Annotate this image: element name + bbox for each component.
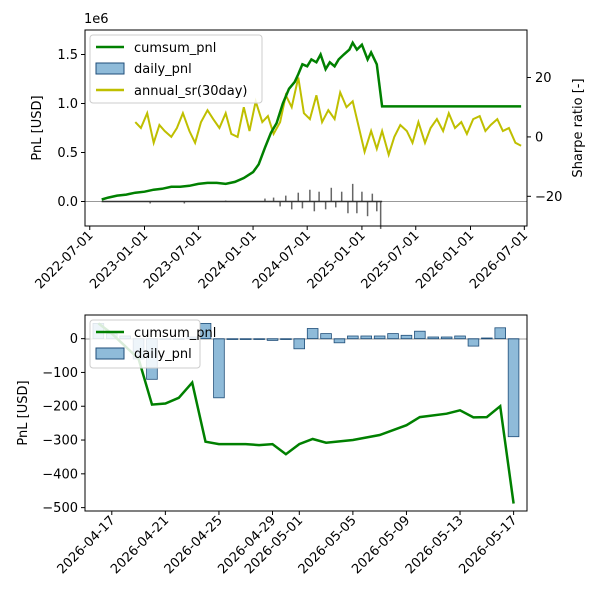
legend-daily-label: daily_pnl (134, 62, 192, 77)
bottom-daily-pnl-bar (454, 335, 466, 340)
legend-sr-label: annual_sr(30day) (134, 84, 247, 99)
bottom-ylabel: PnL [USD] (16, 380, 31, 445)
bottom-daily-pnl-bar (467, 338, 480, 347)
top-plot-frame (84, 29, 528, 227)
top-y-tick-label: 1.5 (57, 48, 78, 63)
bottom-plot-frame (84, 314, 528, 512)
bottom-daily-pnl-bar (494, 327, 506, 339)
bottom-y-tick-label: −100 (42, 366, 78, 381)
bottom-daily-pnl-bar (266, 338, 279, 341)
bottom-y-tick-label: 0 (70, 332, 78, 347)
legend-bottom-daily-label: daily_pnl (134, 347, 192, 362)
bottom-daily-pnl-bar (481, 337, 493, 340)
legend-bottom-cumsum-label: cumsum_pnl (134, 326, 216, 341)
bottom-daily-pnl-bar (293, 338, 305, 350)
legend-cumsum-label: cumsum_pnl (134, 41, 216, 56)
bottom-daily-pnl-bar (427, 336, 439, 340)
top-daily-pnl-bars (101, 183, 383, 229)
top-y2-ticks: −20 0 20 (527, 71, 562, 205)
bottom-daily-pnl-bar (440, 336, 453, 340)
bottom-y-tick-label: −500 (42, 501, 78, 516)
top-y2-tick-label: 0 (535, 130, 543, 145)
bottom-daily-pnl-bar (320, 333, 332, 340)
top-y-ticks: 0.0 0.5 1.0 1.5 (57, 48, 85, 210)
top-sharpe-ratio-line (134, 77, 522, 159)
bottom-cumsum-pnl-line (97, 322, 515, 504)
bottom-daily-pnl-bar (507, 338, 520, 438)
bottom-daily-pnl-bar (414, 330, 426, 340)
bottom-daily-pnl-bar (306, 328, 319, 340)
bottom-daily-pnl-bar (213, 338, 225, 399)
top-legend: cumsum_pnl daily_pnl annual_sr(30day) (89, 34, 263, 104)
bottom-legend: cumsum_pnl daily_pnl (89, 319, 216, 369)
bottom-y-tick-label: −200 (42, 400, 78, 415)
bottom-daily-pnl-bar (373, 335, 386, 340)
bottom-y-ticks: 0 −100 −200 −300 −400 −500 (42, 332, 85, 516)
top-y2label: Sharpe ratio [-] (571, 78, 586, 177)
top-ylabel: PnL [USD] (30, 95, 45, 160)
bottom-y-tick-label: −400 (42, 467, 78, 482)
bottom-daily-pnl-bar (253, 338, 265, 340)
bottom-daily-pnl-bar (333, 338, 346, 344)
bottom-daily-pnl-bar (239, 338, 252, 340)
top-y-tick-label: 0.5 (57, 146, 78, 161)
bottom-daily-pnl-bar (226, 338, 239, 340)
bottom-daily-pnl-bar (280, 338, 292, 340)
top-y2-tick-label: 20 (535, 71, 552, 86)
bottom-y-tick-label: −300 (42, 434, 78, 449)
top-y-tick-label: 1.0 (57, 97, 78, 112)
top-y2-tick-label: −20 (535, 190, 562, 205)
top-cumsum-pnl-line (101, 40, 522, 201)
bottom-daily-pnl-bar (400, 334, 413, 340)
legend-bottom-daily-swatch (95, 347, 125, 360)
bottom-daily-pnl-bar (387, 333, 399, 340)
bottom-daily-pnl-bar (360, 335, 372, 340)
top-y-tick-label: 0.0 (57, 195, 78, 210)
bottom-daily-pnl-bar (347, 335, 359, 340)
top-y-offset-label: 1e6 (84, 12, 109, 27)
legend-daily-swatch (95, 62, 125, 75)
